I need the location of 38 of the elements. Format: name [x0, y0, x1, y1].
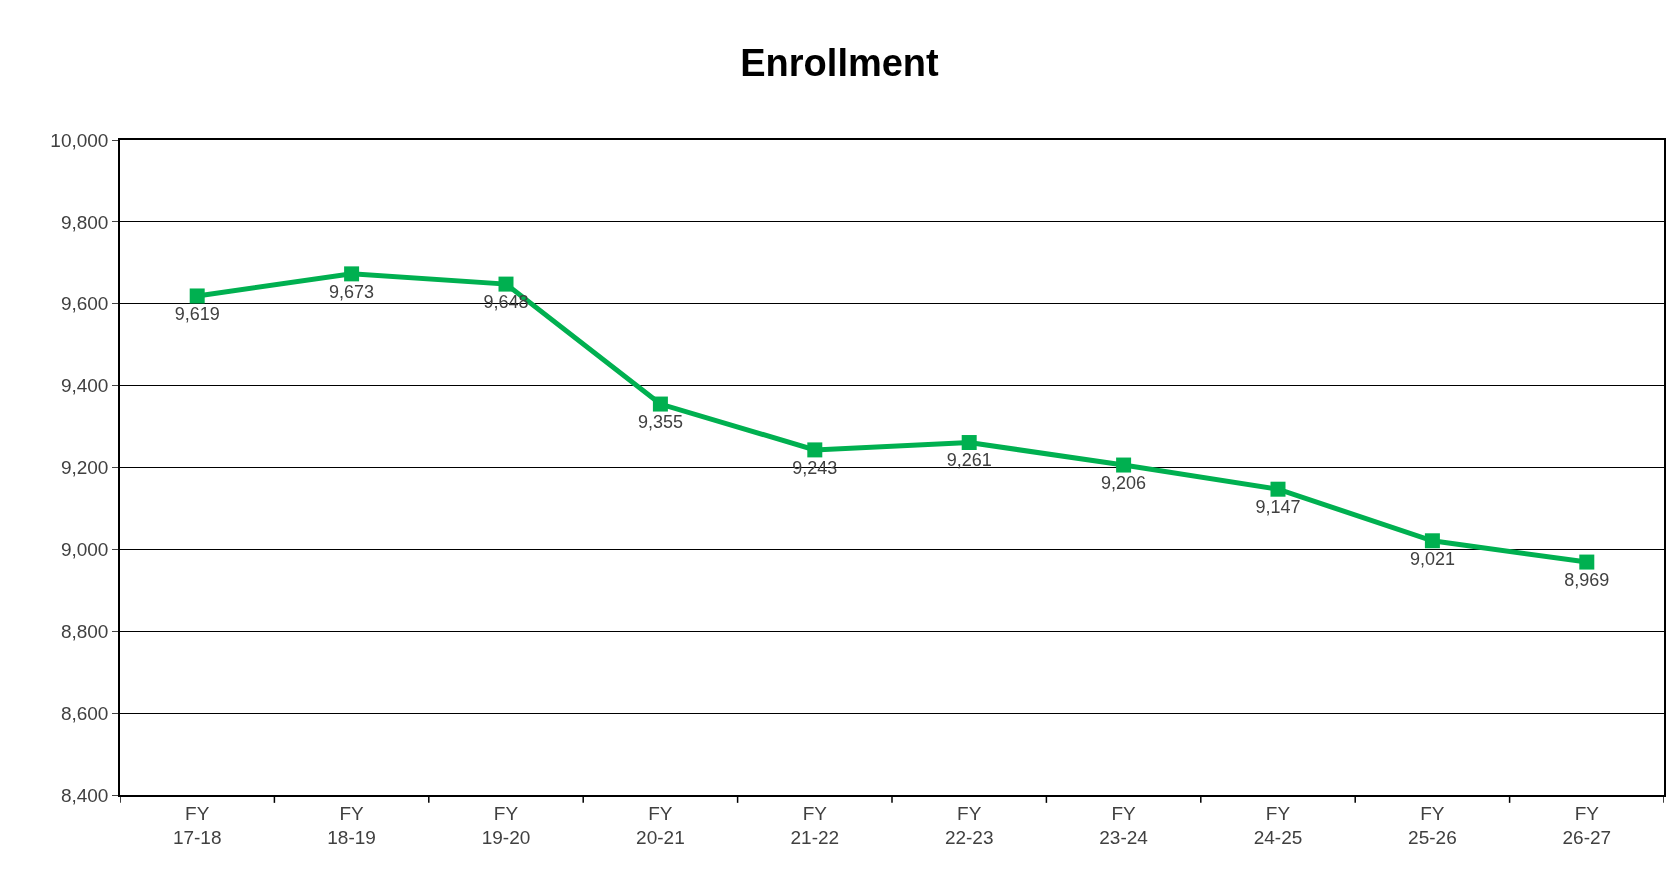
y-tick-label: 9,000 — [60, 539, 109, 561]
data-label: 9,206 — [1101, 472, 1147, 493]
point — [1116, 457, 1132, 473]
point — [498, 276, 514, 292]
data-label: 9,261 — [946, 450, 992, 471]
point — [961, 435, 977, 451]
x-tick-label: FY 20-21 — [636, 802, 685, 849]
point — [1270, 481, 1286, 497]
x-tick-label: FY 18-19 — [327, 802, 376, 849]
data-label: 9,619 — [174, 303, 220, 324]
x-tick-label: FY 22-23 — [944, 802, 994, 849]
data-label: 9,021 — [1409, 548, 1455, 569]
y-tick-label: 9,600 — [60, 293, 109, 315]
x-tick-label: FY 19-20 — [481, 802, 531, 849]
point — [652, 396, 668, 412]
data-label: 9,673 — [329, 281, 375, 302]
y-tick-label: 9,200 — [60, 457, 109, 479]
chart-title: Enrollment — [740, 41, 940, 84]
y-tick-label: 8,800 — [60, 620, 109, 642]
y-tick-label: 9,400 — [60, 375, 109, 397]
point — [344, 266, 360, 282]
x-tick-label: FY 23-24 — [1099, 802, 1149, 849]
y-tick-label: 8,400 — [60, 784, 109, 806]
y-tick-label: 8,600 — [60, 702, 109, 724]
y-tick-label: 9,800 — [60, 211, 109, 233]
data-label: 9,355 — [637, 411, 683, 432]
point — [1579, 554, 1595, 570]
x-tick-label: FY 24-25 — [1253, 802, 1303, 849]
x-tick-label: FY 17-18 — [172, 802, 222, 849]
point — [189, 288, 205, 304]
x-tick-label: FY 26-27 — [1562, 802, 1612, 849]
point — [1424, 533, 1440, 549]
point — [807, 442, 823, 458]
data-label: 8,969 — [1564, 569, 1610, 590]
data-label: 9,147 — [1255, 497, 1301, 518]
y-tick-label: 10,000 — [50, 129, 109, 151]
x-tick-label: FY 21-22 — [790, 802, 840, 849]
x-tick-label: FY 25-26 — [1408, 802, 1457, 849]
